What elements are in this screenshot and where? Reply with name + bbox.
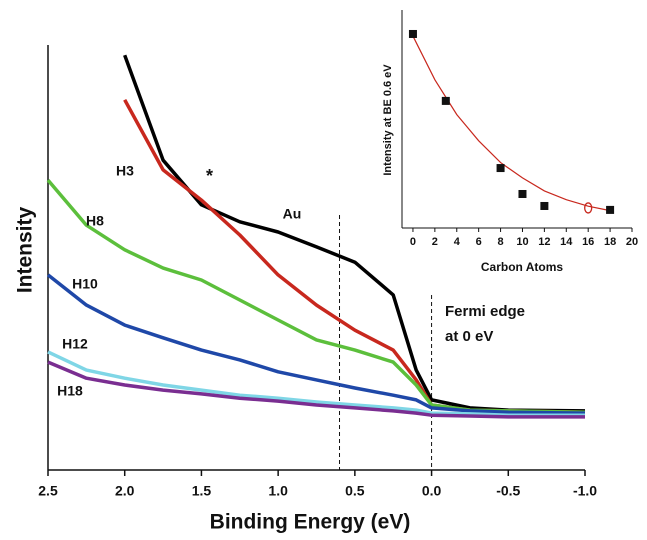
x-tick-label: -1.0 [573,483,597,499]
x-tick-label: 2.0 [115,483,135,499]
data-point [606,205,615,214]
series-label: H3 [116,163,134,179]
inset-x-tick-label: 4 [454,236,461,248]
series-label: H10 [72,276,98,292]
inset-x-tick-label: 14 [560,236,573,248]
inset-x-tick-label: 8 [498,236,504,248]
inset-x-tick-label: 6 [476,236,482,248]
series-label: H8 [86,213,104,229]
series-label: H18 [57,383,83,399]
inset-y-label: Intensity at BE 0.6 eV [382,64,394,176]
data-point [496,164,505,173]
annotation: Fermi edge [445,303,525,320]
x-tick-label: 1.5 [192,483,212,499]
x-tick-label: -0.5 [496,483,520,499]
annotation: * [206,166,213,186]
inset-x-tick-label: 18 [604,236,616,248]
inset-x-tick-label: 16 [582,236,594,248]
data-point [408,29,417,38]
data-line [47,350,585,417]
data-line [47,360,585,419]
data-line [123,98,586,414]
series-label: Au [283,206,302,222]
series-label: H12 [62,336,88,352]
open-point [584,202,593,214]
inset-x-tick-label: 12 [538,236,550,248]
x-tick-label: 0.5 [345,483,365,499]
data-point [540,201,549,210]
x-tick-label: 1.0 [268,483,288,499]
inset-x-tick-label: 10 [516,236,528,248]
x-tick-label: 0.0 [422,483,442,499]
inset-x-tick-label: 2 [432,236,438,248]
data-point [518,189,527,198]
data-line [123,54,586,413]
inset-x-label: Carbon Atoms [481,260,564,274]
x-tick-label: 2.5 [38,483,58,499]
fit-curve [412,35,611,212]
annotation: at 0 eV [445,328,493,345]
y-axis-label: Intensity [14,207,37,294]
data-point [441,96,450,105]
data-line [46,273,586,415]
inset-x-tick-label: 20 [626,236,638,248]
inset-x-tick-label: 0 [410,236,416,248]
x-axis-label: Binding Energy (eV) [210,511,411,534]
